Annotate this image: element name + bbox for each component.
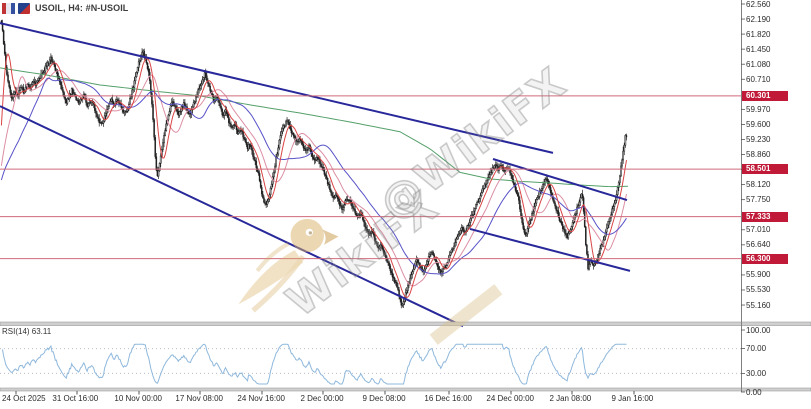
rsi-tick-label: 70.00: [746, 344, 767, 354]
price-tick-label: 62.560: [746, 0, 771, 9]
rsi-tick-label: 30.00: [746, 368, 767, 378]
price-tick-label: 58.860: [746, 150, 771, 160]
time-tick-label: 24 Nov 16:00: [237, 394, 285, 403]
price-tick-label: 57.010: [746, 225, 771, 235]
bull-candles: [11, 50, 627, 306]
price-tick-label: 58.120: [746, 180, 771, 190]
price-tick-label: 55.160: [746, 300, 771, 310]
price-tick-label: 59.230: [746, 134, 771, 144]
price-tick-label: 61.450: [746, 44, 771, 54]
time-tick-label: 2 Jan 08:00: [549, 394, 592, 403]
price-tick-label: 60.710: [746, 74, 771, 84]
rsi-line: [2, 343, 627, 385]
price-tick-label: 57.750: [746, 195, 771, 205]
trendline[interactable]: [469, 227, 631, 272]
ma-long-green-line: [0, 67, 629, 188]
price-tick-label: 59.600: [746, 119, 771, 129]
bear-candles: [0, 20, 628, 306]
pane-divider[interactable]: [0, 321, 811, 326]
time-tick-label: 24 Oct 2025: [2, 394, 46, 403]
price-tick-label: 56.640: [746, 240, 771, 250]
price-tick-label: 61.820: [746, 29, 771, 39]
ma-slow-blue-line: [0, 77, 627, 275]
time-tick-label: 17 Nov 08:00: [175, 394, 223, 403]
trendline[interactable]: [0, 22, 554, 154]
candle-wicks: [1, 19, 627, 309]
ma-fast-red-line: [0, 52, 627, 298]
price-tick-label: 55.530: [746, 285, 771, 295]
bottom-axis-divider: [0, 387, 811, 392]
time-tick-label: 9 Dec 08:00: [362, 394, 406, 403]
time-tick-label: 31 Oct 16:00: [52, 394, 99, 403]
ma-mid-pink-line: [0, 70, 627, 287]
time-tick-label: 9 Jan 16:00: [611, 394, 654, 403]
rsi-tick-label: 0.00: [746, 387, 762, 397]
time-tick-label: 10 Nov 00:00: [114, 394, 162, 403]
price-tick-label: 59.970: [746, 104, 771, 114]
trendline[interactable]: [492, 158, 628, 202]
price-axis[interactable]: 62.560 62.190 61.820 61.450 61.080 60.710 59.9…: [741, 0, 811, 397]
time-axis[interactable]: 24 Oct 2025 31 Oct 16:00 10 Nov 00:00 17 No…: [0, 388, 741, 409]
time-tick-label: 2 Dec 00:00: [300, 394, 344, 403]
price-tick-label: 61.080: [746, 59, 771, 69]
price-tick-label: 55.900: [746, 270, 771, 280]
price-tick-label: 58.490: [746, 165, 771, 175]
time-tick-label: 24 Dec 00:00: [486, 394, 534, 403]
price-tick-label: 62.190: [746, 14, 771, 24]
rsi-tick-label: 100.00: [746, 325, 771, 335]
time-tick-label: 16 Dec 16:00: [424, 394, 472, 403]
